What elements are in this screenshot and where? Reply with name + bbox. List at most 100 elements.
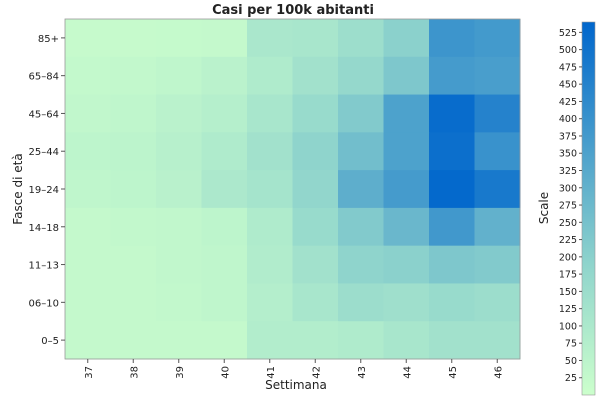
heatmap-cell: [383, 283, 430, 322]
colorbar-tick-label: 150: [559, 287, 577, 298]
heatmap-cell: [156, 207, 202, 247]
heatmap-cell: [201, 56, 248, 96]
x-tick-label: 37: [84, 366, 95, 379]
y-tick-labels: 85+ 65–84 45–64 25–44 19–24 14–18 11–13 06–10 0–…: [29, 34, 65, 347]
heatmap-cell: [474, 321, 521, 360]
heatmap-cell: [247, 132, 293, 171]
x-tick-label: 44: [402, 366, 413, 379]
heatmap-cell: [247, 56, 293, 96]
heatmap-cell: [156, 283, 202, 322]
heatmap-cell: [156, 132, 202, 171]
y-tick-label: 65–84: [29, 72, 59, 83]
colorbar-tick-label: 500: [559, 45, 577, 56]
heatmap-cell: [156, 245, 202, 284]
heatmap-cell: [474, 19, 521, 58]
heatmap-cell: [110, 19, 157, 58]
heatmap-cell: [338, 56, 384, 96]
heatmap-cell: [338, 207, 384, 247]
heatmap-cell: [429, 283, 475, 322]
x-tick-label: 46: [493, 366, 504, 379]
heatmap-cell: [338, 170, 384, 209]
x-tick-labels: 37 38 39 40 41 42 43 44 45 46: [84, 359, 504, 379]
heatmap-cell: [65, 132, 111, 171]
colorbar-tick-label: 425: [559, 97, 577, 108]
heatmap-cell: [65, 56, 111, 96]
heatmap-cell: [474, 207, 521, 247]
heatmap-cell: [201, 245, 248, 284]
x-tick-label: 42: [311, 366, 322, 379]
heatmap-cell: [201, 94, 248, 133]
heatmap-cells: [65, 19, 521, 360]
heatmap-cell: [383, 132, 430, 171]
heatmap-cell: [338, 132, 384, 171]
colorbar-tick-label: 400: [559, 114, 577, 125]
heatmap-cell: [247, 321, 293, 360]
heatmap-cell: [474, 132, 521, 171]
heatmap-cell: [429, 245, 475, 284]
x-axis-label: Settimana: [265, 378, 327, 392]
colorbar-label: Scale: [537, 192, 551, 224]
heatmap-cell: [292, 207, 339, 247]
heatmap-cell: [110, 132, 157, 171]
y-tick-label: 11–13: [29, 261, 59, 272]
colorbar: [581, 21, 596, 396]
heatmap-cell: [429, 56, 475, 96]
heatmap-cell: [201, 207, 248, 247]
heatmap-cell: [247, 170, 293, 209]
heatmap-cell: [338, 245, 384, 284]
heatmap-cell: [156, 94, 202, 133]
heatmap-cell: [156, 170, 202, 209]
heatmap-cell: [201, 283, 248, 322]
heatmap-cell: [110, 245, 157, 284]
heatmap-cell: [429, 94, 475, 133]
heatmap-cell: [110, 283, 157, 322]
heatmap-cell: [65, 207, 111, 247]
colorbar-tick-label: 75: [565, 339, 577, 350]
heatmap-cell: [65, 19, 111, 58]
colorbar-tick-label: 350: [559, 149, 577, 160]
heatmap-cell: [201, 170, 248, 209]
heatmap-cell: [156, 19, 202, 58]
heatmap-cell: [429, 321, 475, 360]
heatmap-cell: [383, 170, 430, 209]
y-tick-label: 19–24: [29, 185, 59, 196]
y-tick-label: 06–10: [29, 298, 59, 309]
heatmap-cell: [383, 94, 430, 133]
y-tick-label: 25–44: [29, 147, 59, 158]
heatmap-cell: [338, 321, 384, 360]
heatmap-cell: [110, 321, 157, 360]
heatmap-cell: [474, 170, 521, 209]
heatmap-cell: [156, 56, 202, 96]
heatmap-cell: [292, 19, 339, 58]
colorbar-tick-label: 450: [559, 80, 577, 91]
colorbar-tick-label: 125: [559, 304, 577, 315]
heatmap-cell: [338, 283, 384, 322]
heatmap-cell: [292, 132, 339, 171]
heatmap-cell: [110, 170, 157, 209]
heatmap-cell: [338, 19, 384, 58]
heatmap-cell: [65, 321, 111, 360]
heatmap-cell: [292, 170, 339, 209]
heatmap-cell: [156, 321, 202, 360]
colorbar-tick-label: 50: [565, 356, 577, 367]
chart-title: Casi per 100k abitanti: [212, 3, 374, 18]
colorbar-tick-label: 275: [559, 201, 577, 212]
heatmap-cell: [247, 207, 293, 247]
heatmap-cell: [110, 207, 157, 247]
heatmap-cell: [338, 94, 384, 133]
heatmap-cell: [383, 19, 430, 58]
colorbar-tick-label: 525: [559, 28, 577, 39]
colorbar-tick-label: 300: [559, 183, 577, 194]
x-tick-label: 39: [175, 366, 186, 379]
heatmap-cell: [247, 94, 293, 133]
colorbar-ticks: 25 50 75 100 125 150 175 200 225 250 275 300 325 350 3…: [559, 28, 582, 384]
colorbar-tick-label: 200: [559, 252, 577, 263]
heatmap-cell: [247, 19, 293, 58]
heatmap-cell: [292, 245, 339, 284]
heatmap-cell: [429, 207, 475, 247]
heatmap-cell: [292, 321, 339, 360]
heatmap-cell: [429, 19, 475, 58]
colorbar-tick-label: 175: [559, 270, 577, 281]
heatmap-cell: [65, 170, 111, 209]
